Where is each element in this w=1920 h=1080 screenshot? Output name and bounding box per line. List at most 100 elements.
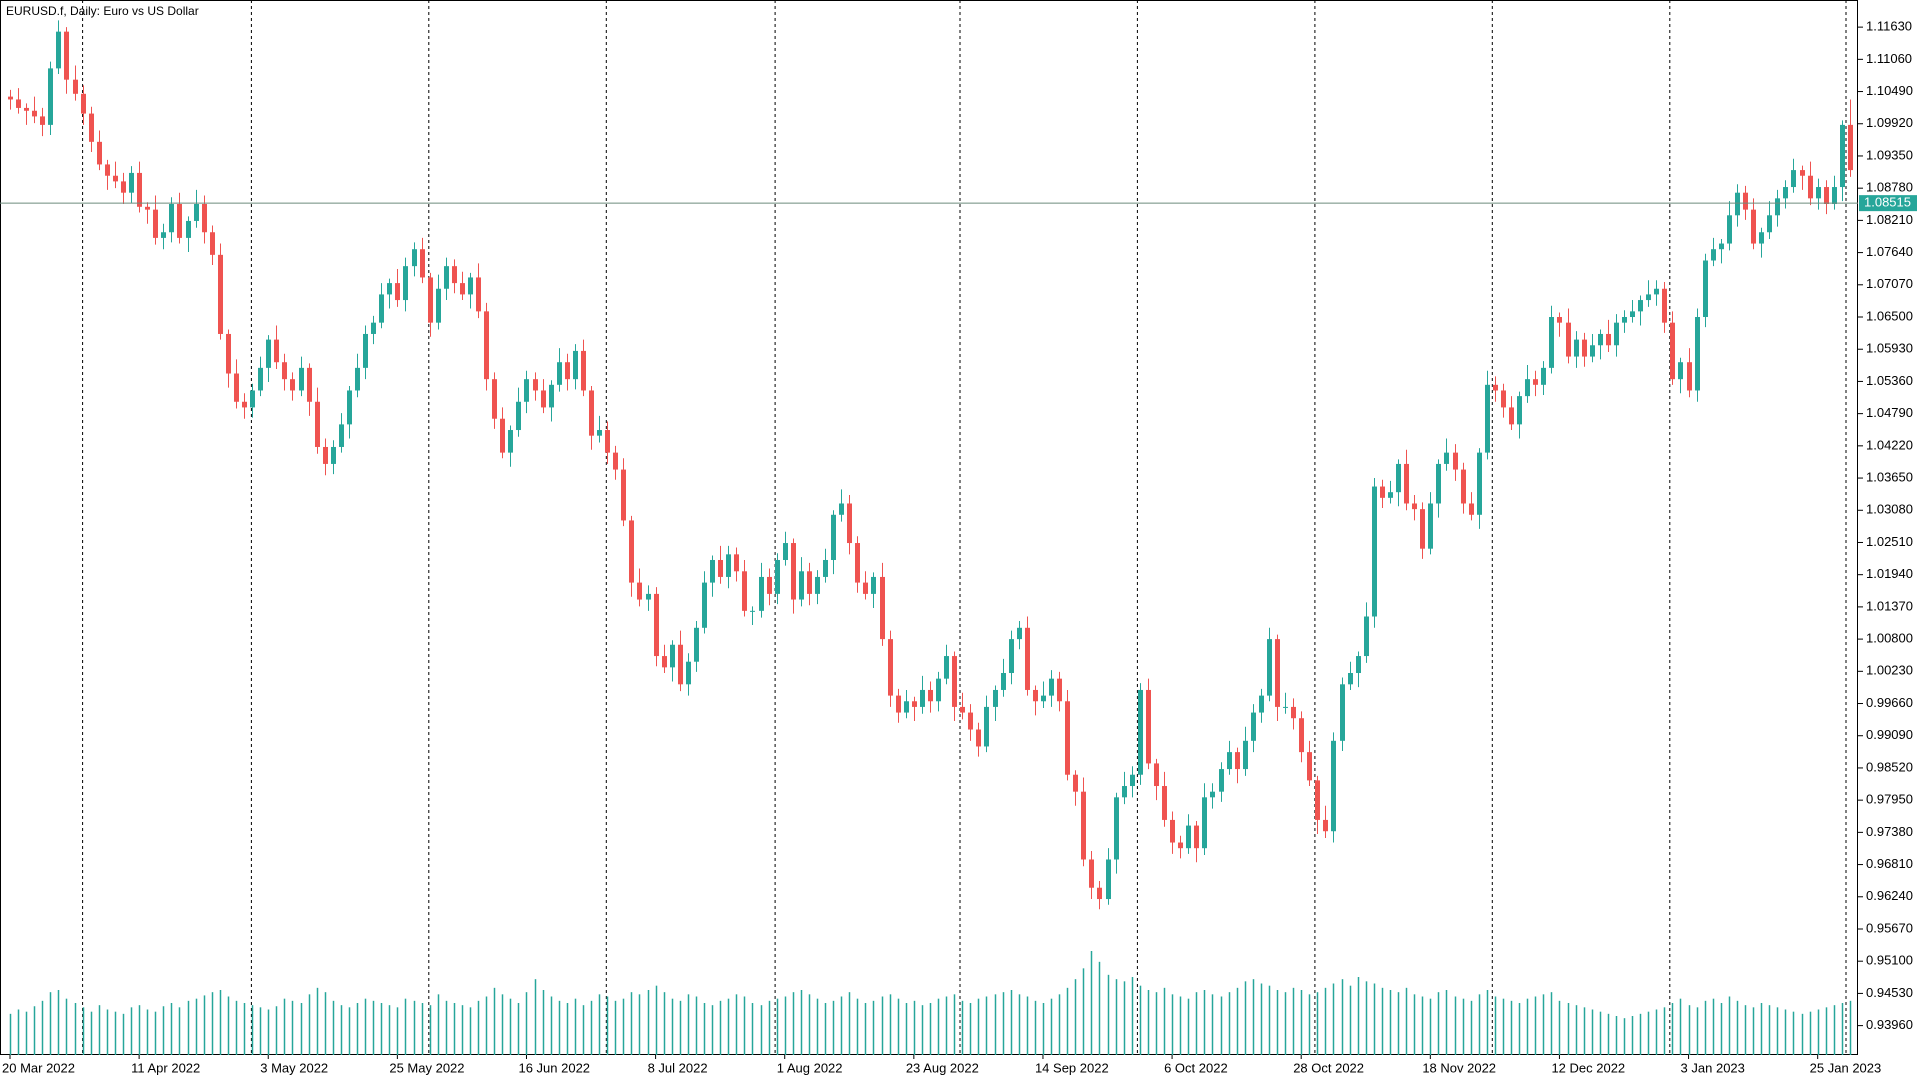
y-tick-label: 0.96810 [1866,856,1913,871]
candle-body [1178,842,1183,849]
candle-body [347,390,352,425]
y-tick-label: 1.09350 [1866,147,1913,162]
current-price-box [1859,195,1917,212]
candle-body [1678,362,1683,380]
x-tick-label: 23 Aug 2022 [906,1060,979,1075]
x-tick-label: 3 May 2022 [260,1060,328,1075]
candle-body [1251,712,1256,741]
candle-body [1428,503,1433,549]
candle-body [944,656,949,679]
candle-body [1808,175,1813,199]
candle-body [234,373,239,402]
candle-body [1824,187,1829,204]
candle-body [775,559,780,594]
y-tick-label: 0.96240 [1866,888,1913,903]
candle-body [1800,170,1805,176]
candle-body [113,175,118,182]
x-tick-label: 3 Jan 2023 [1681,1060,1745,1075]
y-tick-label: 1.00230 [1866,663,1913,678]
candle-body [573,350,578,380]
x-tick-label: 16 Jun 2022 [518,1060,590,1075]
candle-body [444,266,449,289]
candle-body [1097,887,1102,900]
candle-body [928,689,933,702]
candle-body [1687,362,1692,391]
candle-body [694,627,699,662]
candle-body [863,582,868,594]
candle-body [637,582,642,600]
candle-body [1582,339,1587,357]
candle-body [1331,740,1336,832]
candle-body [936,678,941,702]
candle-body [524,379,529,402]
candle-body [64,31,69,80]
y-tick-label: 1.01370 [1866,598,1913,613]
candle-body [742,571,747,611]
candle-body [210,232,215,255]
candle-body [73,79,78,94]
candle-body [1630,311,1635,318]
candle-body [161,232,166,238]
candle-body [226,333,231,374]
candle-body [129,172,134,193]
candle-body [258,367,263,391]
candle-body [1380,486,1385,498]
candle-body [1356,656,1361,674]
candle-body [904,701,909,713]
y-tick-label: 1.03650 [1866,469,1913,484]
candle-body [355,367,360,391]
candle-body [1662,288,1667,323]
candle-body [1590,345,1595,357]
candle-body [274,339,279,363]
y-tick-label: 1.08210 [1866,212,1913,227]
candle-body [710,559,715,583]
current-price-label: 1.08515 [1864,195,1911,210]
plot-frame [0,0,1858,1055]
candle-body [16,99,21,108]
candle-body [379,294,384,323]
candle-body [1832,187,1837,204]
candle-body [412,249,417,267]
candle-body [1783,187,1788,199]
candle-body [1444,452,1449,464]
candle-body [323,446,328,464]
candle-body [1138,689,1143,775]
candle-body [589,390,594,436]
candle-body [218,254,223,334]
candle-body [1751,209,1756,244]
candle-body [1130,774,1135,787]
candle-body [621,469,626,521]
candle-body [1646,294,1651,301]
candle-body [662,656,667,668]
x-tick-label: 25 Jan 2023 [1810,1060,1882,1075]
candle-body [823,559,828,577]
candle-body [807,571,812,594]
candle-body [1291,706,1296,719]
candle-body [1436,463,1441,504]
x-tick-label: 28 Oct 2022 [1293,1060,1364,1075]
y-tick-label: 1.05360 [1866,373,1913,388]
candle-body [468,277,473,295]
candle-body [880,576,885,640]
candle-body [1323,819,1328,832]
candle-body [759,576,764,611]
candle-body [1106,859,1111,900]
candle-body [290,379,295,391]
candle-body [1711,249,1716,261]
y-tick-label: 1.03080 [1866,502,1913,517]
candle-body [960,706,965,713]
candle-body [460,283,465,295]
y-tick-label: 1.07070 [1866,276,1913,291]
candle-body [831,514,836,560]
y-tick-label: 1.04790 [1866,405,1913,420]
candle-body [1759,232,1764,244]
candle-body [1210,791,1215,798]
candle-body [1227,752,1232,770]
candle-body [452,266,457,284]
candle-body [1057,678,1062,702]
candle-body [1154,763,1159,787]
candle-body [1186,825,1191,849]
candle-body [363,333,368,368]
y-tick-label: 0.97380 [1866,824,1913,839]
candle-body [436,288,441,323]
